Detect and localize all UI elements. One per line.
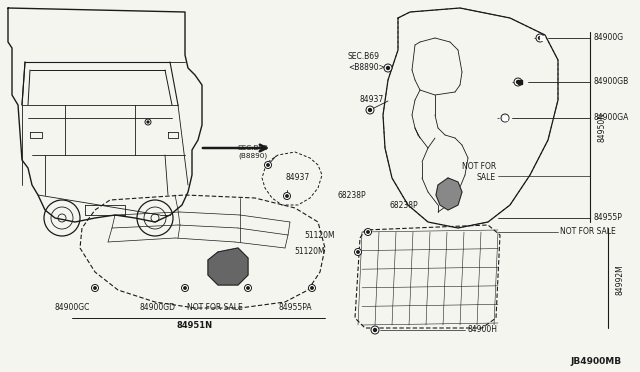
Polygon shape — [208, 248, 248, 285]
Circle shape — [514, 78, 522, 86]
Circle shape — [368, 108, 372, 112]
Text: 84955P: 84955P — [593, 214, 622, 222]
Text: 84900GB: 84900GB — [593, 77, 628, 87]
Text: 84900GD: 84900GD — [140, 304, 176, 312]
Text: 84900GA: 84900GA — [593, 113, 628, 122]
Circle shape — [310, 286, 314, 290]
Text: 84900H: 84900H — [467, 326, 497, 334]
Circle shape — [145, 119, 151, 125]
Text: NOT FOR
SALE: NOT FOR SALE — [461, 162, 496, 182]
Circle shape — [386, 66, 390, 70]
Circle shape — [538, 36, 542, 40]
Circle shape — [183, 286, 187, 290]
Text: 68238P: 68238P — [390, 201, 419, 209]
Text: SEC.B69
(B8890): SEC.B69 (B8890) — [238, 145, 269, 159]
Circle shape — [182, 285, 189, 292]
Text: 84900GC: 84900GC — [54, 304, 90, 312]
Text: 84992M: 84992M — [616, 264, 625, 295]
Circle shape — [147, 121, 150, 124]
Text: SEC.B69
<B8890>: SEC.B69 <B8890> — [348, 52, 385, 72]
Circle shape — [92, 285, 99, 292]
Circle shape — [365, 228, 371, 235]
Circle shape — [384, 64, 392, 72]
Circle shape — [244, 285, 252, 292]
Circle shape — [356, 250, 360, 254]
Text: 51120M: 51120M — [294, 247, 325, 257]
Polygon shape — [436, 178, 462, 210]
Text: 84937: 84937 — [360, 96, 384, 105]
Circle shape — [285, 194, 289, 198]
Circle shape — [246, 286, 250, 290]
Text: 84951N: 84951N — [177, 321, 213, 330]
Circle shape — [366, 106, 374, 114]
Circle shape — [536, 34, 544, 42]
Bar — [540, 36, 544, 40]
Text: 84937: 84937 — [285, 173, 309, 183]
Text: 51120M: 51120M — [305, 231, 335, 240]
Circle shape — [355, 248, 362, 256]
Circle shape — [371, 326, 379, 334]
Text: 84955PA: 84955PA — [278, 304, 312, 312]
Bar — [518, 80, 522, 84]
Circle shape — [372, 328, 377, 332]
Bar — [503, 116, 507, 120]
Text: 84950N: 84950N — [598, 112, 607, 142]
Circle shape — [501, 114, 509, 122]
Circle shape — [516, 80, 520, 84]
Circle shape — [284, 192, 291, 199]
Circle shape — [366, 230, 370, 234]
Circle shape — [93, 286, 97, 290]
Text: NOT FOR SALE: NOT FOR SALE — [560, 228, 616, 237]
Circle shape — [503, 116, 507, 120]
Circle shape — [266, 163, 270, 167]
Circle shape — [264, 161, 271, 169]
Text: 68238P: 68238P — [338, 190, 367, 199]
Text: JB4900MB: JB4900MB — [570, 357, 621, 366]
Text: NOT FOR SALE: NOT FOR SALE — [187, 304, 243, 312]
Circle shape — [308, 285, 316, 292]
Text: 84900G: 84900G — [593, 33, 623, 42]
